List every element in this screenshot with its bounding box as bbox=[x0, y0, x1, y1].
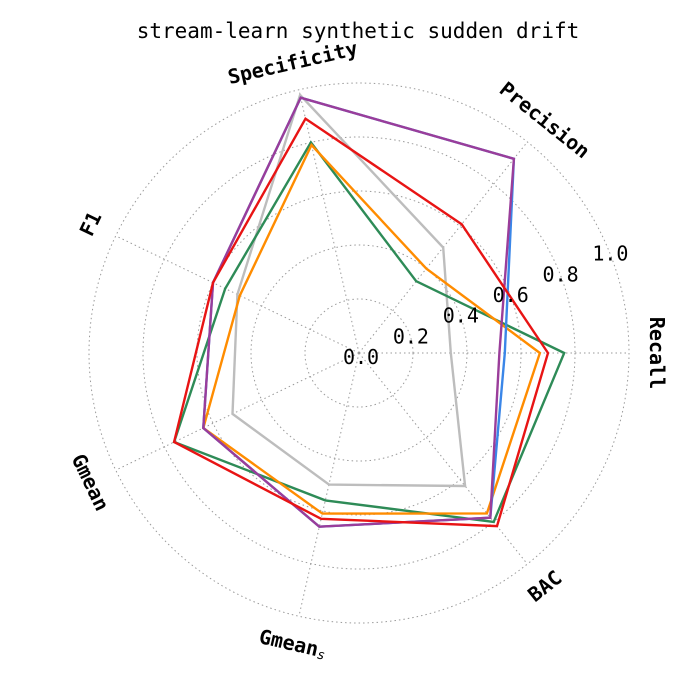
series-layer bbox=[172, 92, 566, 528]
spoke-6 bbox=[358, 352, 528, 565]
axis-label-text: Precision bbox=[495, 77, 595, 163]
r-tick-label-1: 0.2 bbox=[393, 324, 429, 348]
spoke-2 bbox=[298, 89, 360, 354]
axis-label-3: F1 bbox=[74, 208, 106, 240]
axis-label-text: Specificity bbox=[225, 36, 359, 89]
series-line-0 bbox=[231, 92, 467, 488]
axis-label-text: Gmean bbox=[67, 450, 115, 515]
series-line-2 bbox=[201, 142, 542, 515]
axis-label-4: Gmean bbox=[67, 450, 115, 515]
axis-label-6: BAC bbox=[523, 565, 566, 606]
axis-label-subscript: s bbox=[315, 647, 326, 663]
r-tick-label-4: 0.8 bbox=[543, 262, 579, 286]
axis-label-1: Precision bbox=[495, 77, 595, 163]
axis-label-text: BAC bbox=[523, 565, 566, 606]
axis-label-text: Recall bbox=[645, 317, 669, 389]
axis-label-5: Gmeans bbox=[257, 624, 329, 663]
radial-tick-labels: 0.0 0.2 0.4 0.6 0.8 1.0 bbox=[343, 242, 629, 369]
grid-ring-5 bbox=[88, 82, 630, 624]
chart-title: stream-learn synthetic sudden drift bbox=[137, 19, 580, 43]
series-line-4 bbox=[202, 96, 516, 528]
r-tick-label-0: 0.0 bbox=[343, 345, 379, 369]
axis-label-0: Recall bbox=[645, 317, 669, 389]
series-line-5 bbox=[172, 116, 550, 528]
r-tick-label-5: 1.0 bbox=[592, 242, 628, 266]
axis-label-2: Specificity bbox=[225, 36, 359, 89]
axis-label-text: F1 bbox=[74, 208, 106, 240]
axis-label-text: Gmean bbox=[257, 624, 321, 661]
r-tick-label-2: 0.4 bbox=[443, 304, 479, 328]
r-tick-label-3: 0.6 bbox=[493, 283, 529, 307]
spoke-4 bbox=[115, 352, 360, 471]
